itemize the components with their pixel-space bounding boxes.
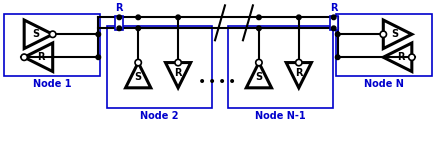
- Circle shape: [117, 26, 122, 31]
- Text: S: S: [255, 72, 262, 82]
- Text: Node N-1: Node N-1: [255, 111, 306, 121]
- Circle shape: [257, 15, 261, 20]
- Text: •: •: [198, 75, 206, 89]
- Circle shape: [136, 15, 140, 20]
- Text: R: R: [37, 52, 45, 62]
- Circle shape: [380, 31, 386, 37]
- Text: S: S: [32, 29, 39, 39]
- Circle shape: [335, 55, 340, 60]
- Circle shape: [409, 54, 415, 60]
- Circle shape: [335, 32, 340, 37]
- Circle shape: [255, 59, 262, 66]
- Text: Node N: Node N: [364, 79, 404, 89]
- Circle shape: [135, 59, 141, 66]
- Text: Node 1: Node 1: [33, 79, 71, 89]
- Circle shape: [176, 15, 181, 20]
- Text: R: R: [116, 3, 123, 13]
- Circle shape: [96, 55, 101, 60]
- Text: R: R: [295, 68, 303, 78]
- Circle shape: [296, 15, 301, 20]
- Bar: [3, 14, 100, 76]
- Text: Node 2: Node 2: [140, 111, 179, 121]
- Bar: [336, 14, 433, 76]
- Circle shape: [136, 26, 140, 31]
- Text: •: •: [228, 75, 236, 89]
- Bar: [115, 16, 123, 30]
- Circle shape: [296, 59, 302, 66]
- Circle shape: [175, 59, 181, 66]
- Circle shape: [331, 15, 336, 20]
- Bar: [107, 26, 212, 108]
- Text: S: S: [391, 29, 398, 39]
- Bar: [228, 26, 333, 108]
- Text: R: R: [174, 68, 182, 78]
- Circle shape: [96, 32, 101, 37]
- Text: •: •: [218, 75, 226, 89]
- Bar: [330, 16, 338, 30]
- Text: R: R: [397, 52, 404, 62]
- Circle shape: [50, 31, 56, 37]
- Text: R: R: [330, 3, 337, 13]
- Circle shape: [117, 15, 122, 20]
- Circle shape: [257, 26, 261, 31]
- Text: S: S: [135, 72, 142, 82]
- Text: •: •: [208, 75, 216, 89]
- Circle shape: [21, 54, 27, 60]
- Circle shape: [331, 26, 336, 31]
